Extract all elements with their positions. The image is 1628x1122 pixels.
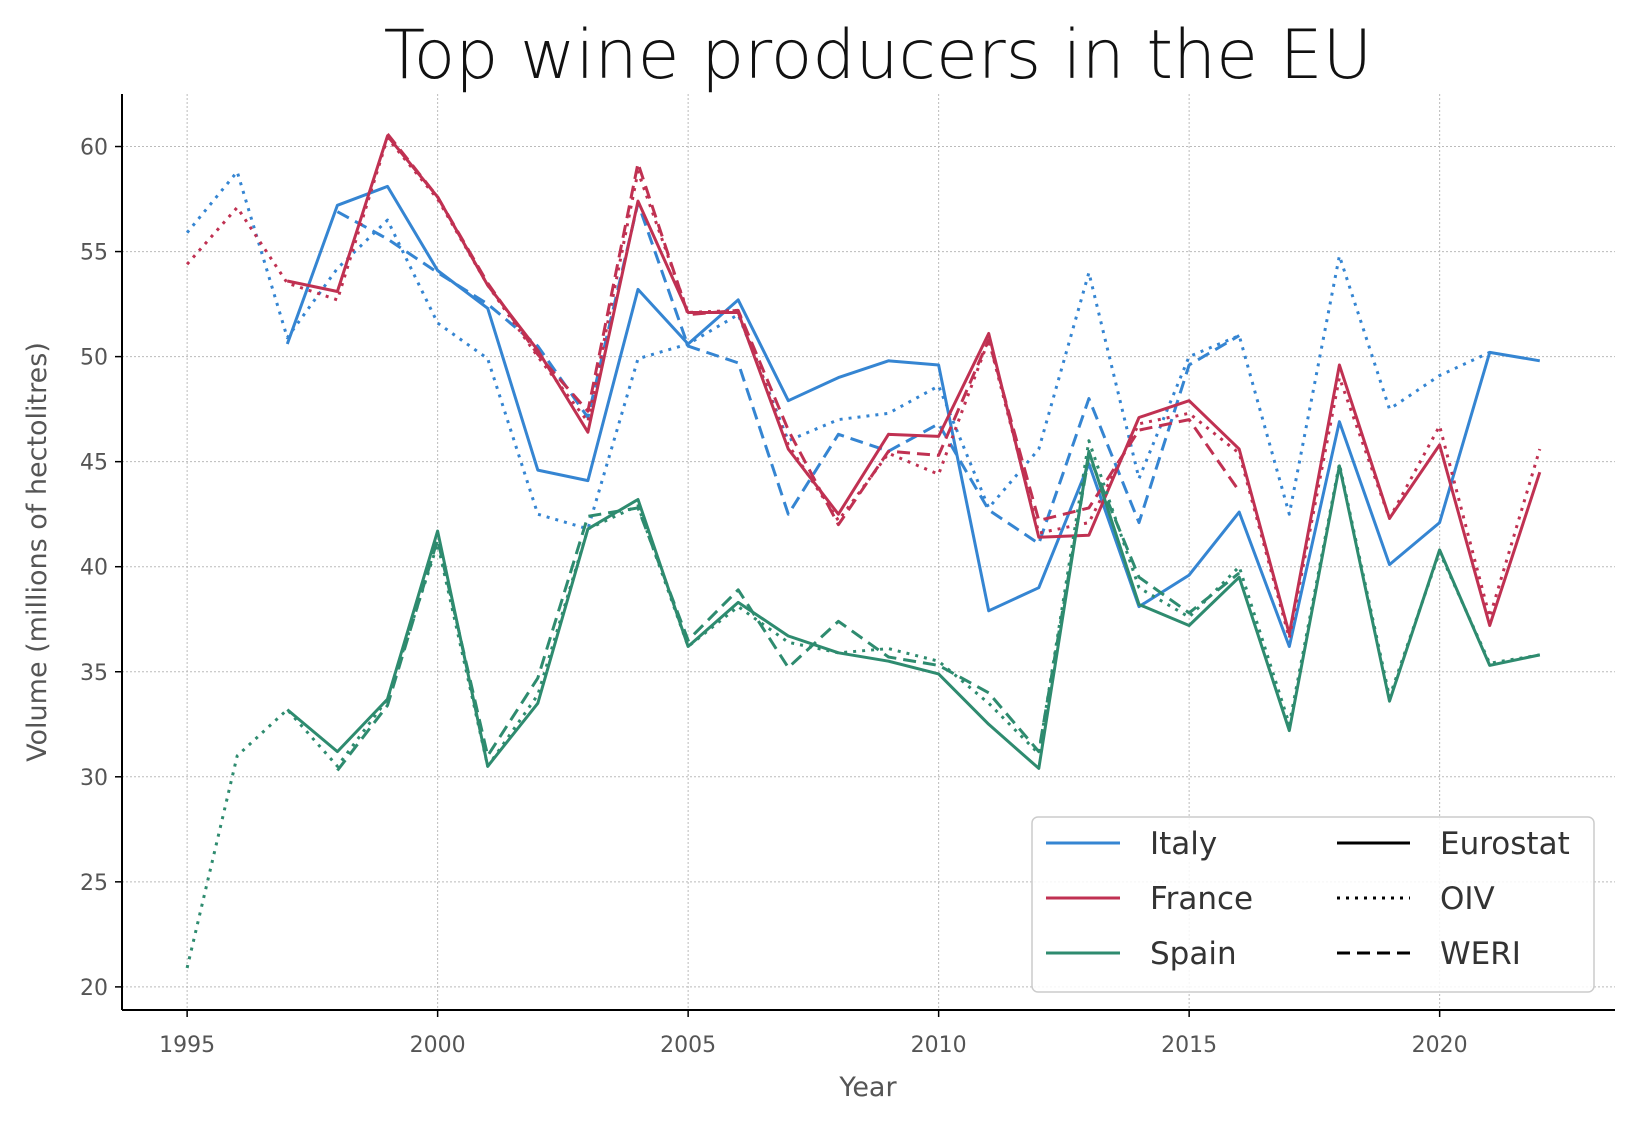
series-spain-eurostat xyxy=(286,449,1541,770)
y-axis-label: Volume (millions of hectolitres) xyxy=(22,342,53,762)
chart-title: Top wine producers in the EU xyxy=(384,16,1373,95)
legend-label-spain: Spain xyxy=(1150,936,1237,972)
x-tick-label: 2015 xyxy=(1161,1033,1217,1058)
series-france-eurostat xyxy=(286,134,1542,636)
legend-label-italy: Italy xyxy=(1150,826,1217,862)
y-tick-label: 25 xyxy=(80,871,108,896)
y-tick-label: 40 xyxy=(80,556,108,581)
x-tick-label: 2005 xyxy=(660,1033,716,1058)
series-france-oiv xyxy=(185,136,1542,640)
y-tick-label: 35 xyxy=(80,661,108,686)
legend-label-france: France xyxy=(1150,881,1253,917)
x-ticks: 1995 2000 2005 2010 2015 2020 xyxy=(159,1010,1468,1058)
series-spain-weri xyxy=(336,453,1241,772)
series-france-weri xyxy=(386,132,1241,527)
y-tick-label: 55 xyxy=(80,241,108,266)
x-tick-label: 2020 xyxy=(1412,1033,1468,1058)
legend-box xyxy=(1031,816,1595,993)
series-italy-eurostat xyxy=(285,184,1541,648)
y-ticks: 20 25 30 35 40 45 50 55 60 xyxy=(80,136,122,1001)
series-italy-weri xyxy=(336,201,1240,546)
series-lines xyxy=(185,132,1542,969)
x-tick-label: 2000 xyxy=(410,1033,466,1058)
legend-label-weri: WERI xyxy=(1440,936,1521,972)
x-tick-label: 1995 xyxy=(159,1033,215,1058)
legend-label-eurostat: Eurostat xyxy=(1440,826,1570,862)
x-axis-label: Year xyxy=(838,1072,897,1103)
y-tick-label: 60 xyxy=(80,136,108,161)
legend-label-oiv: OIV xyxy=(1440,881,1495,917)
y-tick-label: 30 xyxy=(80,766,108,791)
y-tick-label: 45 xyxy=(80,451,108,476)
series-spain-oiv xyxy=(185,439,1541,969)
legend: Italy France Spain Eurostat OIV WERI xyxy=(1031,816,1595,993)
series-italy-oiv xyxy=(185,170,1491,531)
y-tick-label: 50 xyxy=(80,346,108,371)
y-tick-label: 20 xyxy=(80,976,108,1001)
x-tick-label: 2010 xyxy=(911,1033,967,1058)
